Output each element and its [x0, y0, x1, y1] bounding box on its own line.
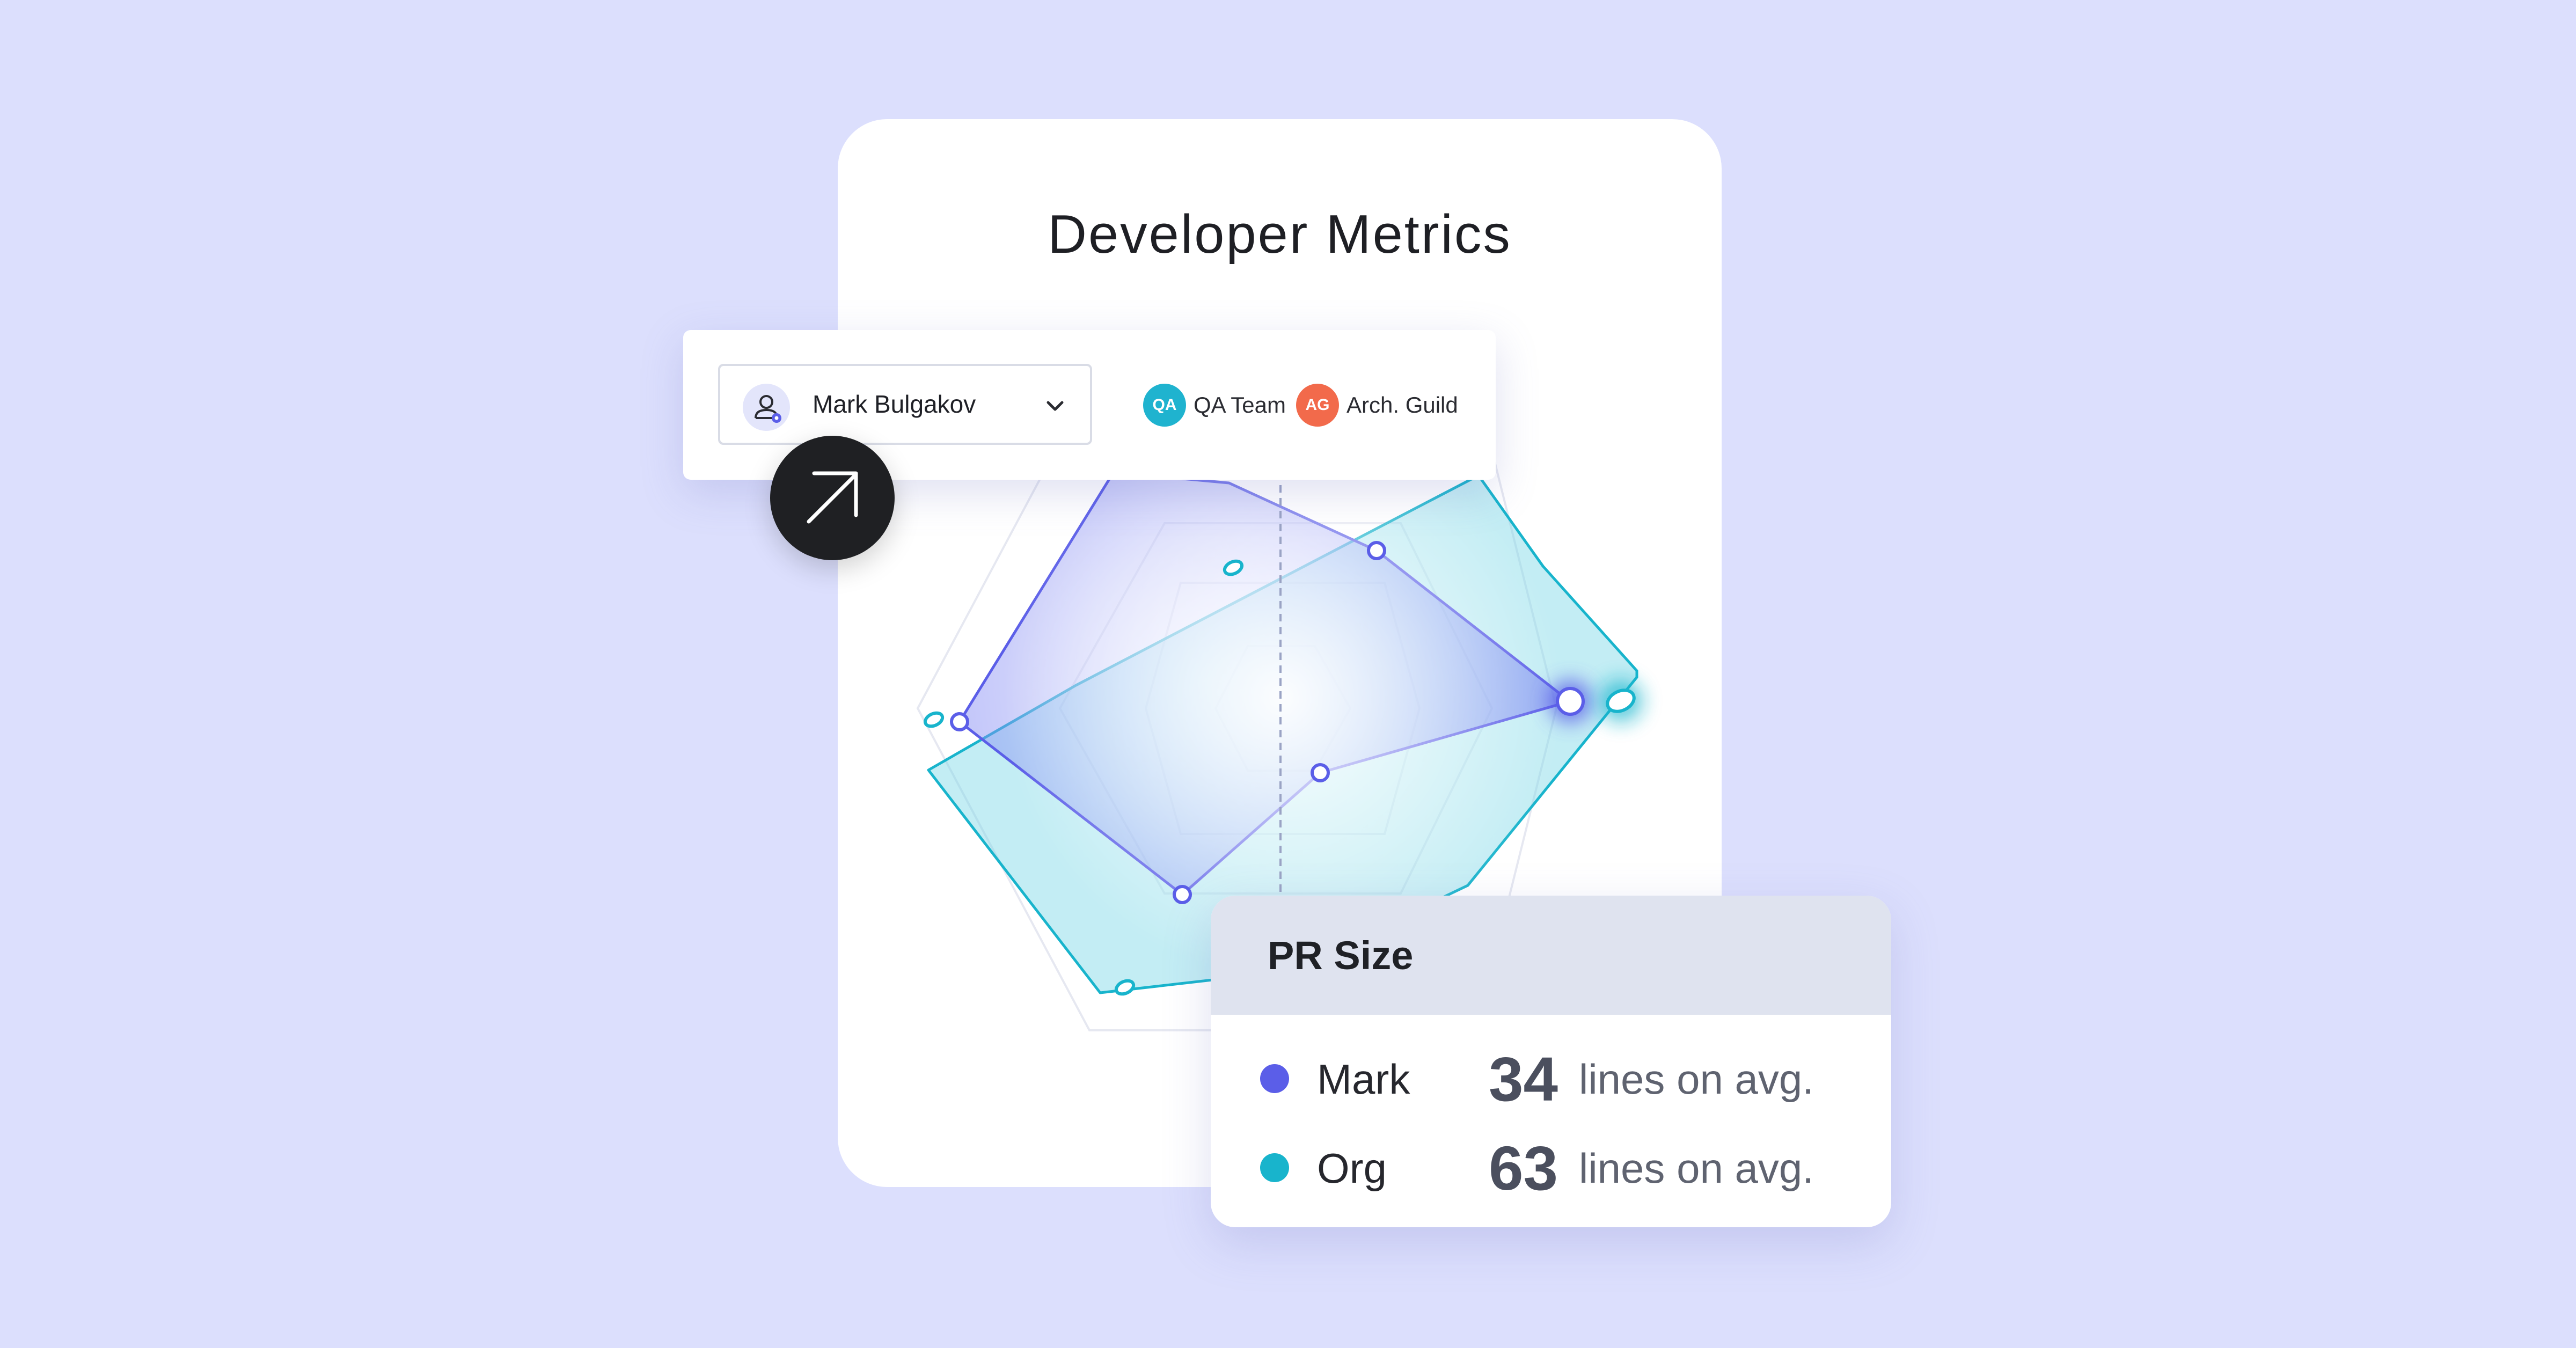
- user-dropdown[interactable]: Mark Bulgakov: [718, 364, 1092, 445]
- row-value: 63: [1489, 1133, 1558, 1203]
- row-label: Mark: [1317, 1056, 1410, 1103]
- chip-arch-guild[interactable]: AG Arch. Guild: [1296, 383, 1458, 428]
- chip-badge: QA: [1143, 384, 1186, 427]
- chip-label: QA Team: [1194, 392, 1286, 417]
- tooltip-title: PR Size: [1268, 933, 1414, 978]
- row-unit: lines on avg.: [1579, 1145, 1814, 1192]
- open-link-button[interactable]: [770, 436, 895, 560]
- row-unit: lines on avg.: [1579, 1056, 1814, 1103]
- row-value: 34: [1489, 1044, 1558, 1114]
- user-name: Mark Bulgakov: [813, 390, 976, 418]
- chevron-down-icon: [1046, 401, 1064, 411]
- row-label: Org: [1317, 1145, 1387, 1192]
- chip-qa-team[interactable]: QA QA Team: [1143, 383, 1286, 428]
- pr-size-tooltip: PR Size Mark 34 lines on avg. Org 63 lin…: [1211, 896, 1891, 1227]
- legend-dot-org: [1260, 1153, 1289, 1182]
- tooltip-row-org: Org 63 lines on avg.: [1211, 1125, 1891, 1206]
- tooltip-row-mark: Mark 34 lines on avg.: [1211, 1036, 1891, 1117]
- arrow-up-right-icon: [807, 471, 858, 524]
- card-title: Developer Metrics: [1048, 204, 1512, 265]
- tooltip-header: PR Size: [1211, 896, 1891, 1015]
- chip-badge: AG: [1296, 384, 1339, 427]
- chip-label: Arch. Guild: [1346, 392, 1458, 417]
- user-settings-icon: [743, 384, 790, 431]
- legend-dot-mark: [1260, 1064, 1289, 1093]
